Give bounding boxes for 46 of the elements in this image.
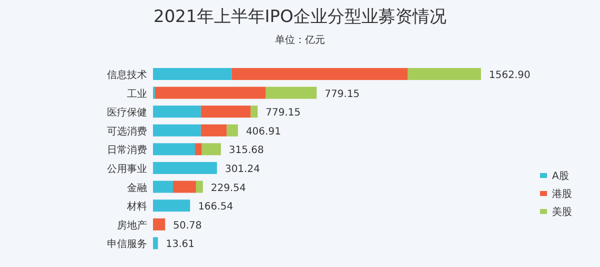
- legend-label: 港股: [552, 188, 572, 200]
- annotation: 1562.90: [489, 70, 530, 81]
- bar: [202, 143, 221, 156]
- annotation: 301.24: [224, 164, 260, 175]
- bar: [153, 68, 232, 80]
- y-tick-label: 日常消费: [107, 144, 147, 156]
- y-tick-label: 医疗保健: [107, 106, 147, 119]
- bar: [200, 106, 251, 118]
- bar: [153, 124, 201, 136]
- bar: [408, 68, 481, 80]
- chart-subtitle: 单位：亿元: [275, 34, 325, 46]
- legend-label: 美股: [552, 206, 572, 218]
- bar: [153, 237, 158, 250]
- bar: [153, 180, 174, 193]
- y-tick-label: 可选消费: [107, 125, 147, 138]
- y-tick-label: 信息技术: [107, 69, 147, 81]
- bar: [153, 218, 166, 230]
- bar: [154, 86, 266, 99]
- bar: [153, 143, 195, 156]
- bar: [173, 180, 196, 193]
- bar: [153, 106, 201, 118]
- bar: [266, 86, 317, 99]
- chart-title: 2021年上半年IPO企业分型业募资情况: [154, 7, 446, 27]
- annotation: 13.61: [166, 239, 195, 250]
- y-tick-label: 公用事业: [107, 163, 147, 175]
- legend-label: A股: [552, 171, 569, 182]
- annotation: 166.54: [198, 202, 234, 213]
- annotation: 779.15: [266, 108, 301, 119]
- annotation: 406.91: [246, 126, 281, 138]
- y-tick-label: 材料: [126, 200, 147, 213]
- bar: [232, 68, 408, 80]
- annotation: 50.78: [173, 220, 202, 232]
- annotation: 315.68: [228, 145, 264, 156]
- bar: [250, 106, 258, 118]
- y-tick-label: 工业: [127, 88, 147, 100]
- bar: [153, 200, 190, 212]
- bar: [196, 180, 203, 193]
- y-tick-label: 房地产: [117, 219, 147, 232]
- bar: [226, 124, 238, 136]
- annotation: 229.54: [210, 182, 246, 194]
- y-tick-label: 申信服务: [107, 238, 147, 250]
- bar: [200, 124, 227, 136]
- y-tick-label: 金融: [127, 182, 147, 194]
- bar: [194, 143, 202, 156]
- annotation: 779.15: [324, 88, 360, 100]
- bar: [153, 162, 217, 174]
